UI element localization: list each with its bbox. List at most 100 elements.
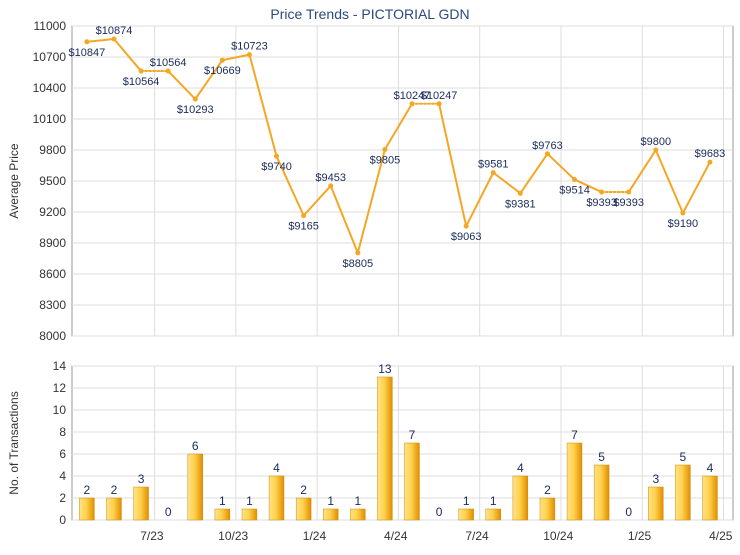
transactions-bar-label: 4 bbox=[707, 461, 714, 475]
transactions-bar bbox=[241, 508, 258, 521]
price-y-tick-label: 8000 bbox=[39, 329, 66, 343]
price-line-segment bbox=[492, 171, 522, 195]
price-data-label: $8805 bbox=[343, 258, 374, 270]
price-point bbox=[599, 189, 605, 195]
price-point bbox=[111, 36, 117, 42]
transactions-bar bbox=[593, 464, 610, 521]
price-point bbox=[274, 153, 280, 159]
transactions-bar bbox=[214, 508, 231, 521]
transactions-bar-label: 0 bbox=[436, 505, 443, 519]
price-data-label: $9165 bbox=[288, 221, 319, 233]
price-data-label: $9063 bbox=[451, 231, 482, 243]
transactions-bar-label: 0 bbox=[165, 505, 172, 519]
x-tick-label: 10/23 bbox=[218, 529, 248, 543]
price-data-label: $10564 bbox=[150, 57, 187, 69]
price-data-label: $9190 bbox=[668, 218, 699, 230]
transactions-bar bbox=[377, 376, 393, 521]
price-data-label: $10723 bbox=[231, 41, 268, 53]
transactions-y-tick-label: 10 bbox=[53, 403, 67, 417]
transactions-bar-label: 13 bbox=[378, 362, 392, 376]
transactions-y-axis-label: No. of Transactions bbox=[7, 391, 21, 494]
price-data-label: $10847 bbox=[69, 47, 106, 59]
transactions-bar bbox=[187, 453, 203, 521]
price-point bbox=[328, 183, 334, 189]
price-point bbox=[572, 177, 578, 183]
price-point bbox=[409, 101, 415, 107]
transactions-y-tick-label: 4 bbox=[59, 469, 66, 483]
price-y-tick-label: 10100 bbox=[33, 112, 67, 126]
price-data-label: $9453 bbox=[315, 172, 346, 184]
transactions-bar bbox=[350, 508, 366, 521]
price-data-label: $10247 bbox=[421, 90, 458, 102]
transactions-bar bbox=[295, 497, 312, 521]
price-point bbox=[653, 147, 659, 153]
price-point bbox=[382, 146, 388, 152]
transactions-y-tick-label: 6 bbox=[59, 447, 66, 461]
transactions-y-tick-label: 12 bbox=[53, 381, 67, 395]
price-point bbox=[436, 101, 442, 107]
price-y-axis-label: Average Price bbox=[7, 143, 21, 218]
transactions-y-tick-label: 8 bbox=[59, 425, 66, 439]
price-data-label: $9393 bbox=[586, 197, 617, 209]
price-data-label: $10564 bbox=[123, 76, 160, 88]
price-line-segment bbox=[194, 59, 224, 101]
price-data-label: $9393 bbox=[613, 197, 644, 209]
price-line-segment bbox=[573, 178, 603, 194]
price-line-segment bbox=[438, 102, 468, 228]
price-line-segment bbox=[85, 38, 115, 43]
transactions-y-tick-label: 0 bbox=[59, 513, 66, 527]
x-tick-label: 7/23 bbox=[140, 529, 164, 543]
price-data-label: $9763 bbox=[532, 140, 563, 152]
transactions-bar-label: 1 bbox=[463, 494, 470, 508]
price-y-tick-label: 9200 bbox=[39, 205, 66, 219]
transactions-bar bbox=[458, 508, 474, 521]
price-point bbox=[490, 170, 496, 176]
transactions-bar-label: 1 bbox=[327, 494, 334, 508]
price-y-tick-label: 10700 bbox=[33, 50, 67, 64]
price-y-tick-label: 10400 bbox=[33, 81, 67, 95]
price-line-segment bbox=[546, 152, 576, 181]
x-tick-label: 1/25 bbox=[628, 529, 652, 543]
price-point bbox=[680, 210, 686, 216]
x-tick-label: 7/24 bbox=[465, 529, 489, 543]
transactions-bar bbox=[512, 475, 529, 521]
price-line-segment bbox=[329, 184, 359, 254]
price-y-tick-label: 9500 bbox=[39, 174, 66, 188]
transactions-bar-label: 4 bbox=[517, 461, 524, 475]
price-line-segment bbox=[275, 155, 305, 217]
price-y-tick-label: 8300 bbox=[39, 298, 66, 312]
transactions-bar-label: 1 bbox=[354, 494, 361, 508]
price-point bbox=[246, 52, 252, 58]
price-line-segment bbox=[221, 53, 251, 62]
price-point bbox=[355, 250, 361, 256]
transactions-bar-label: 4 bbox=[273, 461, 280, 475]
transactions-y-tick-label: 2 bbox=[59, 491, 66, 505]
transactions-bar-label: 5 bbox=[680, 450, 687, 464]
price-point bbox=[517, 190, 523, 196]
transactions-bar-label: 2 bbox=[300, 483, 307, 497]
transactions-bar-label: 0 bbox=[625, 505, 632, 519]
x-tick-label: 10/24 bbox=[543, 529, 573, 543]
price-point bbox=[84, 39, 90, 45]
transactions-bar bbox=[485, 508, 501, 521]
price-y-tick-label: 8900 bbox=[39, 236, 66, 250]
transactions-bar bbox=[566, 442, 583, 521]
price-point bbox=[463, 223, 469, 229]
transactions-bar-label: 2 bbox=[544, 483, 551, 497]
price-panel: 8000 8300 8600 8900 9200 9500 9800 10100 10400 10… bbox=[7, 19, 734, 343]
transactions-bar-label: 7 bbox=[409, 428, 416, 442]
transactions-bar-label: 1 bbox=[246, 494, 253, 508]
price-point bbox=[219, 57, 225, 63]
transactions-bar bbox=[133, 486, 149, 521]
transactions-bar bbox=[79, 497, 95, 521]
price-line-segment bbox=[654, 149, 684, 215]
transactions-bar-label: 2 bbox=[84, 483, 91, 497]
price-line-segment bbox=[302, 184, 332, 217]
chart-title: Price Trends - PICTORIAL GDN bbox=[270, 6, 470, 22]
price-data-label: $9740 bbox=[261, 161, 292, 173]
price-point bbox=[544, 151, 550, 157]
price-point bbox=[192, 96, 198, 102]
